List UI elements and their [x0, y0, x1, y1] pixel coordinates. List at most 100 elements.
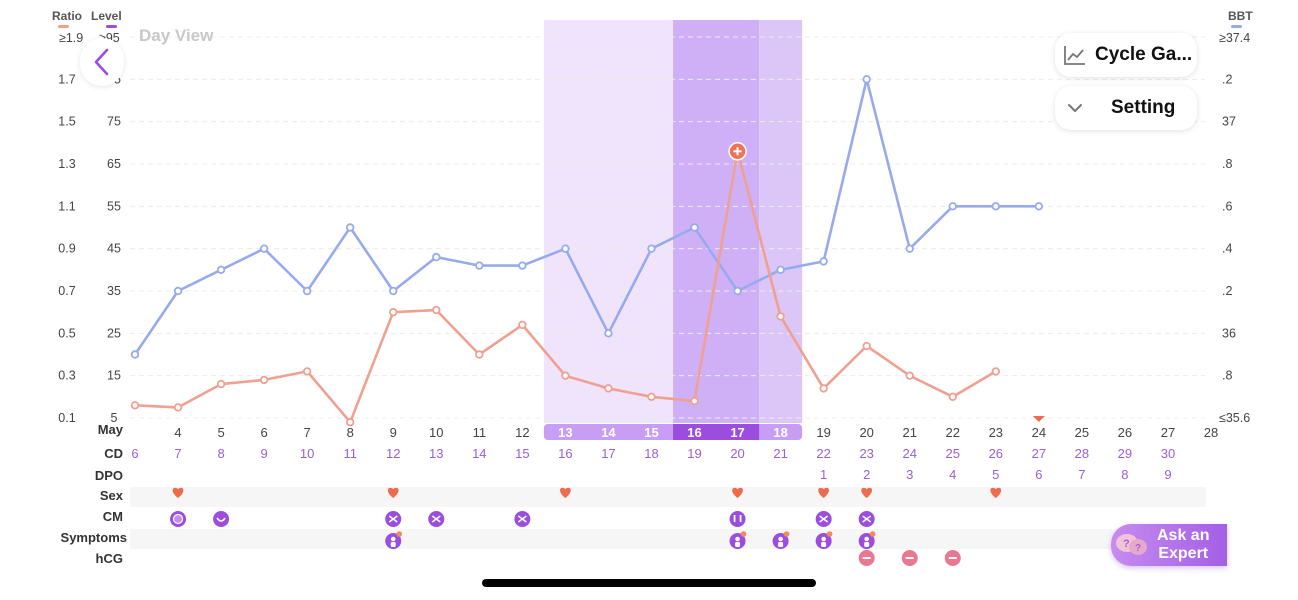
- level-tick-label: 35: [107, 284, 121, 298]
- level-legend-swatch: [106, 25, 117, 28]
- bbt-point: [905, 244, 914, 253]
- cd-label: 30: [1161, 446, 1175, 461]
- dpo-label: 4: [949, 467, 956, 482]
- dpo-label: 1: [820, 467, 827, 482]
- bbt-tick-label: .4: [1222, 242, 1232, 256]
- date-label: 5: [217, 425, 224, 440]
- date-label: 17: [730, 425, 744, 440]
- row-label-symptoms: Symptoms: [61, 530, 127, 545]
- bbt-point: [346, 223, 355, 232]
- level-tick-label: 45: [107, 242, 121, 256]
- date-label: 4: [174, 425, 181, 440]
- bbt-point: [561, 244, 570, 253]
- heart-icon: [861, 487, 873, 498]
- ratio-point: [475, 350, 484, 359]
- bbt-point: [776, 265, 785, 275]
- bbt-point: [302, 286, 312, 296]
- dpo-label: 6: [1035, 467, 1042, 482]
- ratio-point: [216, 379, 226, 389]
- ovulation-date-pill: [673, 424, 760, 440]
- ratio-point: [130, 401, 140, 410]
- ratio-tick-label: 1.7: [58, 72, 75, 86]
- level-tick-label: 25: [107, 326, 121, 340]
- ratio-point: [948, 392, 957, 402]
- cd-label: 17: [601, 446, 615, 461]
- level-tick-label: 5: [111, 411, 118, 425]
- cycle-gallery-button[interactable]: Cycle Ga...: [1055, 33, 1197, 77]
- y-axes: 0.1 0.3 0.5 0.7 0.9 1.1 1.3 1.5 1.7 5 15 25 35 45 55 65…: [58, 72, 1236, 425]
- ask-expert-button[interactable]: ?? Ask an Expert: [1111, 524, 1227, 566]
- home-indicator: [482, 579, 816, 587]
- ratio-point: [518, 320, 527, 330]
- cm-cross-inner-icon: [819, 515, 829, 523]
- cd-label: 28: [1075, 446, 1089, 461]
- ratio-point: [346, 418, 355, 427]
- cd-label: 24: [902, 446, 916, 461]
- cm-cross-inner-icon: [388, 515, 398, 523]
- symptom-badge-icon: [396, 531, 403, 537]
- cm-drop-inner-icon: [733, 515, 742, 522]
- ratio-tick-label: 1.1: [58, 199, 75, 213]
- cd-label: 21: [773, 446, 787, 461]
- symptom-head-icon: [735, 536, 740, 542]
- cd-label: 23: [859, 446, 873, 461]
- ratio-tick-label: 0.5: [58, 326, 75, 340]
- level-tick-label: 75: [107, 115, 121, 129]
- date-label: 28: [1204, 425, 1218, 440]
- bottom-rows: 4 5 6 7 8 9 10 11 12 13 14 15 16 17 18 19 20 21 22 23 24 25 26…: [130, 416, 1218, 566]
- fertile-band-end: [759, 20, 803, 423]
- date-label: 8: [347, 425, 354, 440]
- cm-dot-inner-icon: [172, 513, 184, 525]
- bbt-point: [991, 202, 1000, 211]
- cd-label: 18: [644, 446, 658, 461]
- ask-expert-line1: Ask an: [1157, 527, 1210, 544]
- cd-label: 6: [131, 446, 138, 461]
- level-tick-label: 55: [107, 199, 121, 213]
- bbt-point: [948, 202, 957, 211]
- cd-label: 26: [989, 446, 1003, 461]
- cm-cross-inner-icon: [431, 515, 441, 523]
- cd-label: 22: [816, 446, 830, 461]
- bbt-point: [259, 244, 269, 253]
- bbt-axis-label: BBT: [1228, 9, 1253, 23]
- bbt-point: [389, 286, 398, 296]
- heart-icon: [560, 487, 571, 498]
- date-label: 19: [816, 425, 830, 440]
- date-label: 26: [1118, 425, 1132, 440]
- bbt-point: [647, 244, 656, 253]
- date-label: 24: [1032, 425, 1046, 440]
- cm-smile-icon: [213, 511, 230, 527]
- heart-icon: [818, 487, 829, 498]
- symptom-head-icon: [821, 536, 826, 542]
- symptom-body-icon: [390, 542, 396, 547]
- peak-plus-icon: [733, 147, 742, 156]
- bbt-tick-label: .8: [1222, 157, 1232, 171]
- cd-label: 20: [730, 446, 744, 461]
- period-marker-icon: [1032, 416, 1045, 422]
- date-label: 9: [390, 425, 397, 440]
- fertile-band: [543, 20, 674, 423]
- bbt-tick-label: .6: [1222, 199, 1232, 213]
- date-label: 6: [261, 425, 268, 440]
- back-button[interactable]: [80, 38, 124, 86]
- bbt-tick-label: .2: [1222, 72, 1232, 86]
- date-label: 13: [558, 425, 572, 440]
- cd-label: 29: [1118, 446, 1132, 461]
- date-label: 25: [1075, 425, 1089, 440]
- ratio-point: [776, 312, 785, 321]
- cd-label: 10: [300, 446, 314, 461]
- ratio-axis-label: Ratio: [52, 9, 82, 23]
- date-label: 10: [429, 425, 443, 440]
- setting-button[interactable]: Setting: [1055, 86, 1197, 130]
- date-label: 16: [687, 425, 701, 440]
- ratio-tick-label: 0.9: [58, 242, 75, 256]
- cd-label: 9: [261, 446, 268, 461]
- date-label: 12: [515, 425, 529, 440]
- svg-text:?: ?: [1135, 543, 1141, 554]
- symptom-body-icon: [821, 542, 827, 547]
- dpo-label: 5: [992, 467, 999, 482]
- bbt-tick-label: .2: [1222, 284, 1232, 298]
- cd-label: 14: [472, 446, 486, 461]
- date-label: 21: [902, 425, 916, 440]
- date-label: 11: [473, 425, 487, 440]
